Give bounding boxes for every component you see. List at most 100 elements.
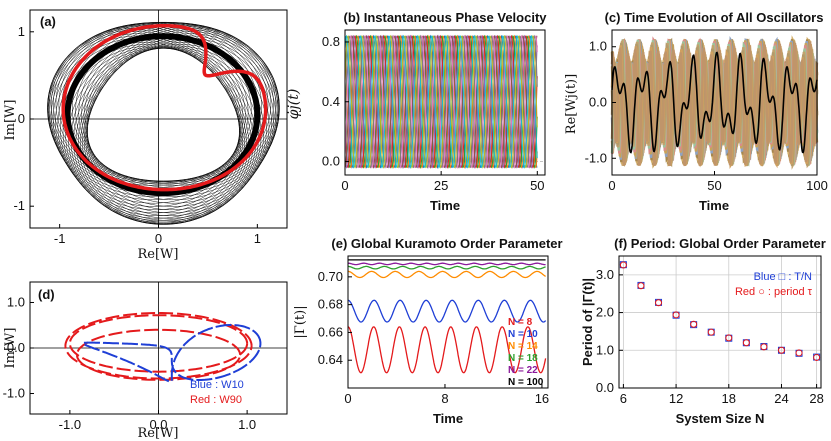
panel-c-xlabel: Time bbox=[699, 198, 729, 213]
panel-a-ytick-label-2: 1 bbox=[18, 24, 25, 39]
panel-d-phase-portrait: (d) -1.0 0.0 1.0 -1.0 0.0 1.0 Blue : W10 Red … bbox=[3, 281, 288, 441]
panel-f-circle-7 bbox=[742, 339, 750, 347]
panel-a-orbit-39 bbox=[87, 33, 278, 207]
panel-a-ticks: -1 0 1 -1 0 1 bbox=[13, 24, 261, 246]
panel-f-title: (f) Period: Global Order Parameter bbox=[614, 236, 826, 251]
panel-e-xtick-label-0: 0 bbox=[344, 391, 351, 406]
panel-d-xtick-label-1: 0.0 bbox=[149, 417, 167, 432]
panel-f-circle-1 bbox=[637, 282, 645, 290]
panel-e-ytick-label-2: 0.68 bbox=[318, 297, 343, 312]
panel-f-grid bbox=[619, 256, 821, 389]
panel-c-xtick-label-2: 100 bbox=[806, 178, 828, 193]
panel-b-title: (b) Instantaneous Phase Velocity bbox=[344, 10, 548, 25]
panel-f-xtick-label-0: 6 bbox=[620, 391, 627, 406]
panel-e-ytick-label-3: 0.70 bbox=[318, 269, 343, 284]
panel-f-ylabel: Period of |Γ(t)| bbox=[580, 278, 595, 366]
panel-d-label: (d) bbox=[38, 287, 55, 302]
panel-e-legend-n22: N = 22 bbox=[508, 365, 538, 376]
panel-f-ytick-label-3: 3.0 bbox=[596, 267, 614, 282]
panel-f-circle-11 bbox=[813, 353, 821, 361]
panel-b-ytick-label-2: 0.8 bbox=[322, 34, 340, 49]
panel-f-frame bbox=[618, 255, 822, 389]
panel-e-xtick-label-1: 8 bbox=[441, 391, 448, 406]
panel-d-ytick-label-1: 0.0 bbox=[7, 340, 25, 355]
panel-e-ytick-label-1: 0.66 bbox=[318, 324, 343, 339]
panel-d-xtick-label-2: 1.0 bbox=[238, 417, 256, 432]
panel-c-time-evolution: (c) Time Evolution of All Oscillators 0 5… bbox=[564, 10, 828, 213]
panel-b-frame bbox=[344, 29, 546, 176]
panel-e-frame bbox=[347, 255, 549, 389]
panel-f-circle-3 bbox=[672, 311, 680, 319]
panel-c-oscillator-11 bbox=[610, 40, 819, 167]
panel-e-ticks: 0 8 16 0.64 0.66 0.68 0.70 bbox=[318, 269, 549, 406]
panel-f-legend-red: Red ○ : period τ bbox=[735, 286, 813, 298]
panel-a-orbit-7 bbox=[72, 22, 274, 184]
panel-d-legend-blue: Blue : W10 bbox=[190, 379, 244, 391]
panel-f-xlabel: System Size N bbox=[676, 411, 765, 426]
panel-a-xtick-label-0: -1 bbox=[54, 231, 66, 246]
panel-a-xtick-label-1: 0 bbox=[155, 231, 162, 246]
panel-b-curve-4 bbox=[344, 34, 538, 169]
panel-c-ytick-label-1: 0.0 bbox=[589, 95, 607, 110]
panel-d-xtick-label-0: -1.0 bbox=[59, 417, 81, 432]
panel-f-legend-blue: Blue □ : T/N bbox=[754, 271, 812, 283]
panel-c-ytick-label-0: -1.0 bbox=[585, 150, 607, 165]
panel-b-xlabel: Time bbox=[430, 198, 460, 213]
panel-f-circle-9 bbox=[777, 346, 785, 354]
panel-b-ytick-label-1: 0.4 bbox=[322, 94, 340, 109]
panel-c-ytick-label-2: 1.0 bbox=[589, 39, 607, 54]
panel-c-ticks: 0 50 100 -1.0 0.0 1.0 bbox=[585, 39, 828, 193]
panel-a-phase-portrait: (a) -1 0 1 -1 0 1 Im[W] Re[W] bbox=[3, 9, 288, 262]
panel-d-ylabel: Im[W] bbox=[3, 328, 18, 369]
panel-a-orbit-30 bbox=[70, 48, 257, 225]
panel-d-legend-red: Red : W90 bbox=[190, 394, 242, 406]
panel-a-label: (a) bbox=[40, 14, 56, 29]
panel-b-curve-5 bbox=[344, 34, 538, 169]
panel-f-circle-2 bbox=[655, 299, 663, 307]
panel-b-curves bbox=[344, 34, 545, 169]
panel-c-title: (c) Time Evolution of All Oscillators bbox=[605, 10, 824, 25]
panel-f-xtick-label-1: 12 bbox=[669, 391, 683, 406]
panel-a-xtick-label-2: 1 bbox=[254, 231, 261, 246]
panel-e-legend-n100: N = 100 bbox=[508, 377, 544, 388]
panel-f-ticks: 6 12 18 24 28 0.0 1.0 2.0 3.0 bbox=[596, 267, 824, 406]
panel-a-orbit-13 bbox=[53, 22, 255, 184]
panel-a-orbit-22 bbox=[50, 35, 241, 211]
panel-f-xtick-label-2: 18 bbox=[722, 391, 736, 406]
panel-a-ylabel: Im[W] bbox=[3, 100, 18, 141]
panel-f-period: (f) Period: Global Order Parameter 6 12 18… bbox=[580, 236, 826, 426]
panel-a-orbit-37 bbox=[85, 37, 274, 214]
panel-d-xlabel: Re[W] bbox=[138, 426, 179, 441]
panel-b-ticks: 0 25 50 0.0 0.4 0.8 bbox=[322, 34, 545, 193]
panel-c-curves bbox=[610, 35, 819, 170]
panel-c-single-oscillator bbox=[611, 51, 818, 154]
panel-b-curve-3 bbox=[344, 34, 538, 169]
panel-a-orbit-36 bbox=[83, 40, 272, 216]
panel-f-ytick-label-0: 0.0 bbox=[596, 380, 614, 395]
panel-a-ytick-label-0: -1 bbox=[13, 198, 25, 213]
panel-e-ylabel: |Γ(t)| bbox=[293, 305, 308, 338]
panel-e-curve-4 bbox=[348, 262, 546, 266]
panel-b-curve-8 bbox=[344, 34, 538, 169]
panel-e-order-parameter: (e) Global Kuramoto Order Parameter 0 8 16… bbox=[293, 236, 563, 426]
panel-d-ytick-label-0: -1.0 bbox=[3, 386, 25, 401]
panel-d-ytick-label-2: 1.0 bbox=[7, 294, 25, 309]
panel-e-curve-0 bbox=[347, 326, 547, 374]
panel-d-red-orbit-2 bbox=[64, 312, 253, 380]
panel-c-ylabel: Re[Wj(t)] bbox=[564, 74, 579, 134]
panel-f-ytick-label-1: 1.0 bbox=[596, 342, 614, 357]
panel-c-xtick-label-0: 0 bbox=[608, 178, 615, 193]
panel-b-xtick-label-1: 25 bbox=[434, 178, 448, 193]
panel-a-orbit-20 bbox=[48, 31, 240, 204]
panel-e-curve-3 bbox=[348, 265, 546, 270]
panel-f-circle-4 bbox=[690, 320, 698, 328]
panel-b-ytick-label-0: 0.0 bbox=[322, 154, 340, 169]
panel-c-xtick-label-1: 50 bbox=[707, 178, 721, 193]
panel-d-blue-orbit bbox=[82, 324, 262, 383]
panel-b-xtick-label-2: 50 bbox=[530, 178, 544, 193]
panel-e-xtick-label-2: 16 bbox=[535, 391, 549, 406]
panel-f-circle-10 bbox=[795, 349, 803, 357]
panel-a-orbits bbox=[30, 10, 287, 228]
panel-f-ytick-label-2: 2.0 bbox=[596, 305, 614, 320]
